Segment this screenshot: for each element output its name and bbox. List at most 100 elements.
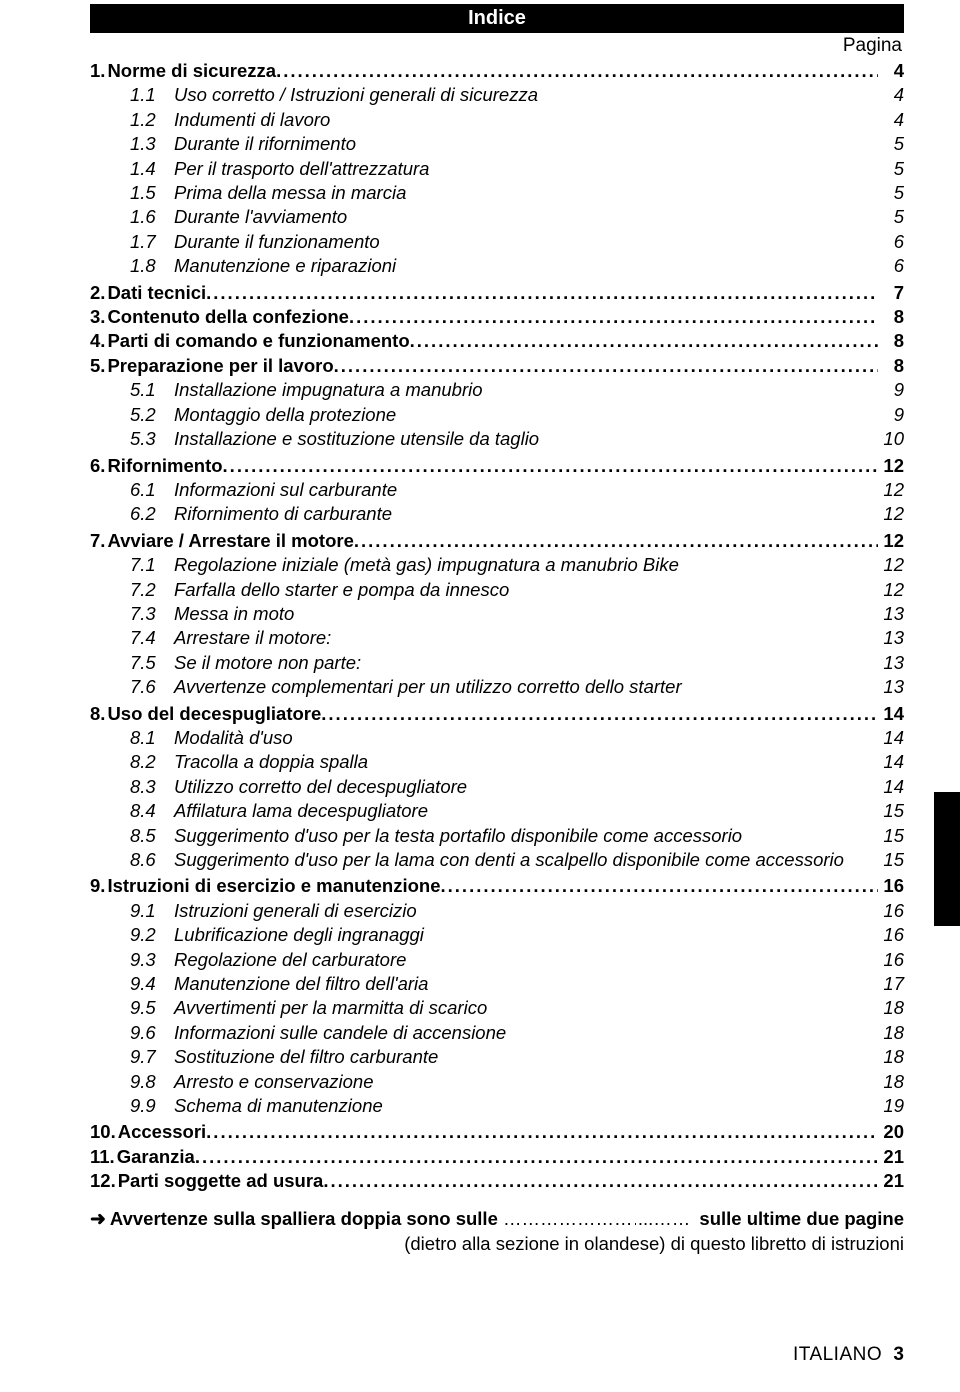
toc-entry-title: Se il motore non parte:	[172, 651, 878, 675]
toc-entry-number: 7.1	[130, 553, 172, 577]
toc-entry-page: 8	[878, 305, 904, 329]
toc-main-entry: 9. Istruzioni di esercizio e manutenzion…	[90, 874, 904, 898]
toc-entry-title: Suggerimento d'uso per la testa portafil…	[172, 824, 878, 848]
toc-sub-entry: 5.1Installazione impugnatura a manubrio9	[90, 378, 904, 402]
toc-entry-number: 5.3	[130, 427, 172, 451]
toc-entry-title: Indumenti di lavoro	[172, 108, 878, 132]
toc-leader-dots	[334, 354, 878, 378]
toc-sub-entry: 7.2Farfalla dello starter e pompa da inn…	[90, 578, 904, 602]
page-footer: ITALIANO 3	[793, 1344, 904, 1366]
toc-entry-page: 13	[878, 651, 904, 675]
footnote-left: Avvertenze sulla spalliera doppia sono s…	[110, 1208, 498, 1230]
toc-entry-number: 9.3	[130, 948, 172, 972]
toc-entry-page: 18	[878, 1045, 904, 1069]
toc-entry-title: Tracolla a doppia spalla	[172, 750, 878, 774]
footnote-mid: ...……	[636, 1208, 692, 1230]
toc-sub-entry: 7.3Messa in moto13	[90, 602, 904, 626]
toc-entry-title: Modalità d'uso	[172, 726, 878, 750]
toc-sub-entry: 9.8Arresto e conservazione18	[90, 1070, 904, 1094]
toc-entry-number: 5.	[90, 354, 105, 378]
toc-sub-entry: 5.3Installazione e sostituzione utensile…	[90, 427, 904, 451]
toc-entry-number: 9.4	[130, 972, 172, 996]
toc-leader-dots	[321, 702, 878, 726]
toc-entry-number: 1.2	[130, 108, 172, 132]
toc-entry-title: Affilatura lama decespugliatore	[172, 799, 878, 823]
toc-entry-title: Regolazione del carburatore	[172, 948, 878, 972]
toc-entry-page: 12	[878, 529, 904, 553]
toc-entry-number: 9.1	[130, 899, 172, 923]
toc-entry-page: 10	[878, 427, 904, 451]
footer-language: ITALIANO	[793, 1344, 882, 1365]
toc-leader-dots	[323, 1169, 878, 1193]
toc-entry-number: 8.4	[130, 799, 172, 823]
toc-entry-page: 15	[878, 799, 904, 823]
toc-entry-title: Avvertimenti per la marmitta di scarico	[172, 996, 878, 1020]
toc-entry-title: Contenuto della confezione	[105, 305, 349, 329]
toc-entry-title: Suggerimento d'uso per la lama con denti…	[172, 848, 878, 872]
toc-entry-page: 7	[878, 281, 904, 305]
toc-entry-number: 1.7	[130, 230, 172, 254]
toc-entry-page: 12	[878, 502, 904, 526]
toc-entry-page: 15	[878, 824, 904, 848]
toc-sub-entry: 9.9Schema di manutenzione19	[90, 1094, 904, 1118]
toc-entry-page: 16	[878, 948, 904, 972]
toc-sub-entry: 7.4Arrestare il motore:13	[90, 626, 904, 650]
toc-sub-entry: 1.2Indumenti di lavoro4	[90, 108, 904, 132]
toc-entry-number: 5.2	[130, 403, 172, 427]
pagina-label: Pagina	[90, 35, 904, 57]
toc-entry-number: 11.	[90, 1145, 115, 1169]
toc-entry-title: Montaggio della protezione	[172, 403, 878, 427]
toc-entry-title: Installazione e sostituzione utensile da…	[172, 427, 878, 451]
toc-entry-title: Preparazione per il lavoro	[105, 354, 333, 378]
footnote-line-2: (dietro alla sezione in olandese) di que…	[90, 1233, 904, 1255]
toc-entry-number: 8.3	[130, 775, 172, 799]
toc-main-entry: 1. Norme di sicurezza 4	[90, 59, 904, 83]
toc-entry-number: 9.9	[130, 1094, 172, 1118]
toc-sub-entry: 8.6Suggerimento d'uso per la lama con de…	[90, 848, 904, 872]
toc-entry-page: 12	[878, 553, 904, 577]
toc-entry-number: 7.2	[130, 578, 172, 602]
toc-entry-number: 7.4	[130, 626, 172, 650]
toc-sub-entry: 9.3Regolazione del carburatore16	[90, 948, 904, 972]
toc-entry-number: 8.	[90, 702, 105, 726]
toc-sub-entry: 8.1Modalità d'uso14	[90, 726, 904, 750]
toc-entry-page: 4	[878, 83, 904, 107]
toc-entry-page: 16	[878, 874, 904, 898]
toc-entry-title: Regolazione iniziale (metà gas) impugnat…	[172, 553, 878, 577]
toc-sub-entry: 7.6Avvertenze complementari per un utili…	[90, 675, 904, 699]
toc-entry-page: 15	[878, 848, 904, 872]
toc-entry-title: Per il trasporto dell'attrezzatura	[172, 157, 878, 181]
toc-entry-page: 6	[878, 230, 904, 254]
toc-main-entry: 6. Rifornimento 12	[90, 454, 904, 478]
toc-entry-page: 18	[878, 1021, 904, 1045]
toc-sub-entry: 1.6Durante l'avviamento5	[90, 205, 904, 229]
footnote-right: sulle ultime due pagine	[697, 1208, 904, 1230]
toc-entry-page: 12	[878, 478, 904, 502]
toc-entry-number: 1.6	[130, 205, 172, 229]
toc-leader-dots	[223, 454, 878, 478]
toc-entry-title: Lubrificazione degli ingranaggi	[172, 923, 878, 947]
toc-entry-title: Garanzia	[115, 1145, 195, 1169]
toc-entry-title: Durante il funzionamento	[172, 230, 878, 254]
toc-entry-title: Informazioni sulle candele di accensione	[172, 1021, 878, 1045]
arrow-icon: ➜	[90, 1208, 110, 1231]
toc-entry-page: 6	[878, 254, 904, 278]
toc-entry-title: Uso corretto / Istruzioni generali di si…	[172, 83, 878, 107]
toc-sub-entry: 8.2Tracolla a doppia spalla14	[90, 750, 904, 774]
toc-entry-title: Dati tecnici	[105, 281, 206, 305]
toc-entry-title: Arresto e conservazione	[172, 1070, 878, 1094]
toc-entry-page: 12	[878, 454, 904, 478]
toc-sub-entry: 5.2Montaggio della protezione9	[90, 403, 904, 427]
toc-entry-page: 18	[878, 1070, 904, 1094]
footer-page-number: 3	[887, 1344, 904, 1365]
toc-entry-title: Utilizzo corretto del decespugliatore	[172, 775, 878, 799]
toc-entry-number: 7.5	[130, 651, 172, 675]
toc-main-entry: 2. Dati tecnici 7	[90, 281, 904, 305]
toc-entry-number: 1.5	[130, 181, 172, 205]
toc-entry-number: 6.	[90, 454, 105, 478]
toc-entry-page: 9	[878, 403, 904, 427]
table-of-contents: 1. Norme di sicurezza 41.1Uso corretto /…	[90, 59, 904, 1194]
toc-entry-title: Accessori	[116, 1120, 206, 1144]
toc-entry-title: Parti soggette ad usura	[116, 1169, 324, 1193]
toc-entry-page: 13	[878, 602, 904, 626]
